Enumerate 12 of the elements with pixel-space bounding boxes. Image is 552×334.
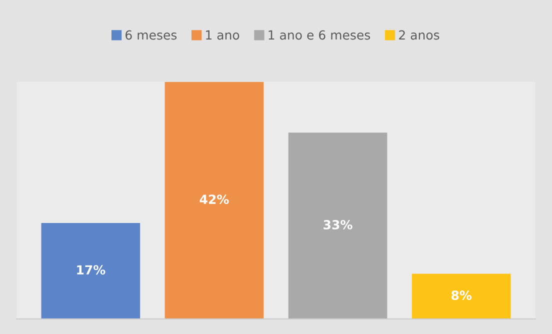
data-label: 8%: [451, 290, 472, 300]
bar: [288, 132, 388, 319]
bar: [164, 82, 264, 319]
data-label: 42%: [200, 194, 229, 204]
legend-label: 2 anos: [399, 30, 440, 40]
bar: [41, 222, 140, 319]
legend-label: 6 meses: [126, 30, 177, 40]
data-label: 17%: [77, 265, 106, 275]
legend-label: 1 ano e 6 meses: [268, 30, 370, 40]
legend-label: 1 ano: [206, 30, 240, 40]
data-label: 33%: [324, 220, 352, 230]
bar: [412, 274, 511, 319]
